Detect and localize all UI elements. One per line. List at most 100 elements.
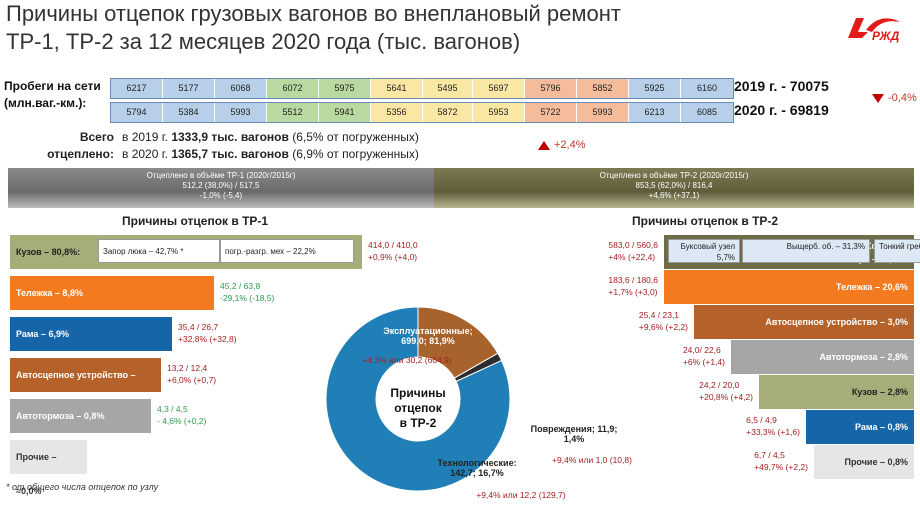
totals-2019-pre: в 2019 г.	[122, 130, 168, 144]
sub-reason-box: Запор люка – 42,7% *	[98, 239, 220, 263]
slice-label-damage: Повреждения; 11,9; 1,4%	[526, 424, 622, 444]
down-arrow-icon	[872, 93, 884, 103]
donut-center-label: Причины отцепок в ТР-2	[378, 386, 458, 431]
up-arrow-icon	[538, 140, 550, 150]
runs-row-2020: 5794 5384 5993 5512 5941 5356 5872 5953 5722 5993…	[110, 102, 734, 123]
run-cell: 6213	[629, 103, 681, 122]
bar-note-line2: +6,0% (+0,7)	[167, 375, 217, 385]
bar-note-line2: +0,9% (+4,0)	[368, 252, 418, 262]
slice-note-damage: +9,4% или 1,0 (10,8)	[552, 455, 632, 465]
bar-label: Автотормоза – 0,8%	[16, 411, 105, 421]
tr2-donut-chart	[325, 306, 511, 492]
slice-label-technological-l1: Технологические:	[437, 458, 517, 468]
tr2-bar: Автотормоза – 2,8%	[731, 340, 914, 374]
bar-label: Прочие – 0,8%	[844, 457, 908, 467]
totals-2019: в 2019 г. 1333,9 тыс. вагонов (6,5% от п…	[122, 129, 419, 146]
tr2-band-line2: 853,5 (62,0%) / 816,4	[635, 181, 713, 190]
run-cell: 6160	[681, 79, 733, 98]
bar-note-line1: 25,4 / 23,1	[638, 310, 680, 320]
tr1-bar: Прочие – ≈0,0%	[10, 440, 87, 496]
title-line-2: ТР-1, ТР-2 за 12 месяцев 2020 года (тыс.…	[6, 29, 521, 54]
runs-row-2019: 6217 5177 6068 6072 5975 5641 5495 5697 5796 5852…	[110, 78, 734, 99]
tr1-bar: Кузов – 80,8%: Запор люка – 42,7% * погр.-…	[10, 235, 362, 269]
donut-slice-2	[453, 352, 503, 383]
runs-total-2020: 2020 г. - 69819	[734, 102, 829, 118]
tr2-bar: Автосцепное устройство – 3,0%	[694, 305, 914, 339]
run-cell: 5177	[163, 79, 215, 98]
bar-note-line1: 13,2 / 12,4	[167, 363, 208, 373]
run-cell: 5796	[525, 79, 577, 98]
footnote: * от общего числа отцепок по узлу	[6, 482, 159, 492]
slice-label-operational-l1: Эксплуатационные;	[383, 326, 473, 336]
totals-2019-value: 1333,9 тыс. вагонов	[171, 130, 289, 144]
run-cell: 6085	[681, 103, 733, 122]
bar-note-line1: 414,0 / 410,0	[368, 240, 418, 250]
bar-note-line2: +33,3% (+1,6)	[746, 427, 800, 437]
slice-label-operational: Эксплуатационные; 699,0; 81,9%	[368, 326, 488, 346]
svg-text:РЖД: РЖД	[872, 29, 900, 43]
slice-label-damage-l2: 1,4%	[563, 434, 585, 444]
bar-note-line1: 45,2 / 63,8	[220, 281, 261, 291]
bar-change-note: 4,3 / 4,5 - 4,6% (+0,2)	[157, 403, 206, 427]
run-cell: 6072	[267, 79, 319, 98]
totals-label-line2: отцеплено:	[47, 147, 114, 161]
bar-note-line1: 6,7 / 4,5	[754, 450, 785, 460]
donut-center-line2: отцепок	[394, 401, 442, 415]
tr1-bar: Автосцепное устройство – 2,5%	[10, 358, 161, 414]
slice-note-operational: +4,3% или 30,2 (664,9)	[362, 355, 452, 365]
donut-center-line3: в ТР-2	[399, 416, 437, 430]
bar-label: Кузов – 2,8%	[851, 387, 908, 397]
bar-note-line1: 6,5 / 4,9	[746, 415, 777, 425]
runs-label: Пробеги на сети (млн.ваг.-км.):	[4, 78, 108, 112]
bar-note-line2: +1,7% (+3,0)	[608, 287, 658, 297]
runs-total-2019: 2019 г. - 70075	[734, 78, 829, 94]
bar-note-line2: - 4,6% (+0,2)	[157, 416, 207, 426]
bar-note-line1: 24,0/ 22,6	[682, 345, 721, 355]
bar-change-note: 6,5 / 4,9 +33,3% (+1,6)	[746, 414, 800, 438]
run-cell: 6217	[111, 79, 163, 98]
rzd-logo-icon: РЖД	[848, 18, 900, 43]
run-cell: 5941	[319, 103, 371, 122]
run-cell: 5356	[371, 103, 423, 122]
bar-note-line1: 583,0 / 560,6	[608, 240, 658, 250]
run-cell: 5641	[371, 79, 423, 98]
totals-change-value: +2,4%	[554, 139, 586, 151]
donut-center-line1: Причины	[390, 386, 446, 400]
sub-reason-box: Буксовый узел 5,7%	[668, 239, 740, 263]
bar-note-line1: 183,6 / 180,6	[608, 275, 658, 285]
bar-label: Кузов – 80,8%:	[16, 247, 81, 257]
run-cell: 5993	[577, 103, 629, 122]
totals-2020-post: (6,9% от погруженных)	[292, 147, 419, 161]
tr1-title: Причины отцепок в ТР-1	[122, 214, 269, 228]
bar-change-note: 13,2 / 12,4 +6,0% (+0,7)	[167, 362, 216, 386]
bar-change-note: 414,0 / 410,0 +0,9% (+4,0)	[368, 239, 418, 263]
bar-note-line2: +6% (+1,4)	[682, 357, 725, 367]
bar-change-note: 6,7 / 4,5 +49,7% (+2,2)	[754, 449, 808, 473]
slice-label-damage-l1: Повреждения; 11,9;	[530, 424, 618, 434]
bar-change-note: 25,4 / 23,1 +9,6% (+2,2)	[639, 309, 688, 333]
run-cell: 5384	[163, 103, 215, 122]
bar-note-line2: +32,8% (+32,8)	[178, 334, 237, 344]
bar-change-note: 24,2 / 20,0 +20,8% (+4,2)	[699, 379, 753, 403]
bar-note-line2: +20,8% (+4,2)	[699, 392, 753, 402]
tr2-band-line3: +4,6% (+37,1)	[648, 191, 700, 200]
tr1-band-line3: -1,0% (-5,4)	[199, 191, 243, 200]
slice-label-technological-l2: 142,7; 16,7%	[450, 468, 504, 478]
tr2-band-line1: Отцеплено в объёме ТР-2 (2020г/2015г)	[599, 171, 749, 180]
bar-label: Автотормоза – 2,8%	[819, 352, 908, 362]
totals-2019-post: (6,5% от погруженных)	[292, 130, 419, 144]
donut-slice-0	[325, 306, 511, 492]
totals-label-line1: Всего	[79, 130, 114, 144]
bar-label: Автосцепное устройство – 3,0%	[765, 317, 908, 327]
tr2-bar: Тележка – 20,6%	[664, 270, 914, 304]
bar-note-line2: -29,1% (-18,5)	[220, 293, 275, 303]
tr1-band-line2: 512,2 (38,0%) / 517,5	[182, 181, 260, 190]
totals-2020-pre: в 2020 г.	[122, 147, 168, 161]
run-cell: 6068	[215, 79, 267, 98]
bar-note-line2: +4% (+22,4)	[608, 252, 656, 262]
bar-label: Рама – 0,8%	[855, 422, 908, 432]
bar-note-line2: +49,7% (+2,2)	[754, 462, 808, 472]
sub-reason-box: Выщерб. об. – 31,3%	[742, 239, 870, 263]
runs-change-value: -0,4%	[888, 92, 917, 104]
bar-note-line1: 4,3 / 4,5	[157, 404, 188, 414]
